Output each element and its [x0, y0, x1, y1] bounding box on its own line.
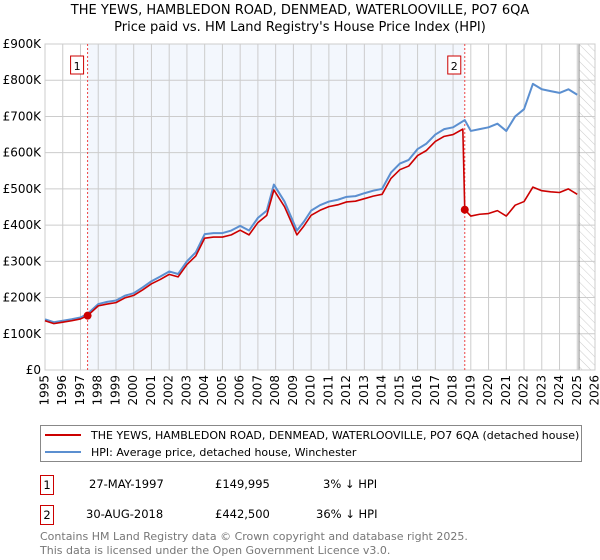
sale-price: £149,995: [215, 477, 270, 491]
legend-item-property: THE YEWS, HAMBLEDON ROAD, DENMEAD, WATER…: [45, 427, 579, 443]
y-tick-label: £600K: [3, 146, 43, 160]
x-tick-label: 1996: [55, 375, 69, 406]
x-tick-label: 1998: [91, 375, 105, 406]
legend-swatch-blue: [45, 451, 81, 453]
plot-border: [44, 43, 596, 371]
x-tick-label: 2015: [392, 375, 406, 406]
hatched-future-region: [579, 44, 595, 370]
x-tick-label: 2024: [552, 375, 566, 406]
annotation-box: [447, 55, 462, 75]
shaded-ownership-period: [87, 44, 465, 370]
x-tick-label: 2017: [428, 375, 442, 406]
plot-area: 1995 1996 1997 1998 1999 2000 2001 2002 2003 2004…: [3, 37, 600, 406]
x-tick-label: 2009: [286, 375, 300, 406]
sale-row: 2 30-AUG-2018 £442,500 36% ↓ HPI: [40, 505, 600, 525]
sale-point: [83, 311, 92, 320]
x-tick-label: 2013: [357, 375, 371, 406]
sale-date: 27-MAY-1997: [89, 477, 164, 491]
sale-marker: 2: [40, 505, 54, 525]
y-tick-label: £900K: [3, 37, 43, 51]
sale-point: [460, 205, 469, 214]
hpi-line: [44, 82, 578, 324]
x-tick-label: 2008: [268, 375, 282, 406]
x-tick-label: 2005: [215, 375, 229, 406]
x-tick-label: 2021: [499, 375, 513, 406]
x-tick-label: 2003: [179, 375, 193, 406]
y-tick-label: £200K: [3, 291, 43, 305]
x-tick-label: 2018: [446, 375, 460, 406]
chart-title: THE YEWS, HAMBLEDON ROAD, DENMEAD, WATER…: [70, 3, 530, 18]
x-tick-label: 2022: [517, 375, 531, 406]
x-tick-label: 2002: [162, 375, 176, 406]
footer-copyright: Contains HM Land Registry data © Crown c…: [40, 530, 468, 543]
sale-date: 30-AUG-2018: [86, 507, 164, 521]
legend: THE YEWS, HAMBLEDON ROAD, DENMEAD, WATER…: [40, 425, 582, 462]
y-tick-label: £0: [26, 363, 41, 377]
x-tick-label: 2023: [534, 375, 548, 406]
annotation-label: 1: [74, 60, 81, 73]
x-tick-label: 2000: [126, 375, 140, 406]
chart-subtitle: Price paid vs. HM Land Registry's House …: [114, 20, 486, 35]
x-tick-label: 1997: [73, 375, 87, 406]
x-tick-label: 2001: [144, 375, 158, 406]
legend-item-hpi: HPI: Average price, detached house, Winc…: [45, 444, 356, 460]
sale-delta: 36% ↓ HPI: [316, 507, 378, 521]
x-tick-label: 2025: [570, 375, 584, 406]
y-tick-label: £300K: [3, 254, 43, 268]
x-tick-label: 2014: [375, 375, 389, 406]
x-tick-label: 2016: [410, 375, 424, 406]
x-tick-label: 2026: [588, 375, 600, 406]
legend-label: HPI: Average price, detached house, Winc…: [91, 445, 357, 459]
x-tick-label: 1995: [38, 375, 52, 406]
x-tick-label: 2020: [481, 375, 495, 406]
y-tick-label: £100K: [3, 327, 43, 341]
legend-swatch-red: [45, 434, 81, 436]
legend-label: THE YEWS, HAMBLEDON ROAD, DENMEAD, WATER…: [91, 428, 580, 442]
y-tick-label: £500K: [3, 182, 43, 196]
annotation-box: [70, 55, 85, 75]
sale-row: 1 27-MAY-1997 £149,995 3% ↓ HPI: [40, 475, 600, 495]
footer-licence: This data is licensed under the Open Gov…: [40, 544, 391, 557]
x-tick-label: 2007: [250, 375, 264, 406]
property-price-line: [44, 128, 578, 325]
sale-price: £442,500: [215, 507, 270, 521]
annotation-label: 2: [451, 60, 458, 73]
sale-delta: 3% ↓ HPI: [323, 477, 378, 491]
x-tick-label: 2006: [233, 375, 247, 406]
x-tick-label: 2012: [339, 375, 353, 406]
x-tick-label: 2011: [321, 375, 335, 406]
x-tick-label: 2004: [197, 375, 211, 406]
sale-marker: 1: [40, 475, 54, 495]
y-tick-label: £700K: [3, 109, 43, 123]
x-tick-label: 1999: [108, 375, 122, 406]
y-tick-label: £400K: [3, 218, 43, 232]
x-tick-label: 2010: [304, 375, 318, 406]
x-tick-label: 2019: [463, 375, 477, 406]
y-tick-label: £800K: [3, 73, 43, 87]
